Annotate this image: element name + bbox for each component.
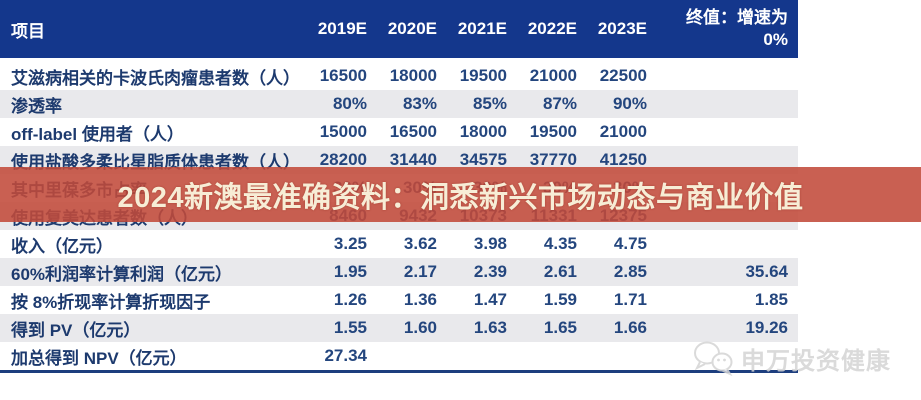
row-value: 80% bbox=[332, 94, 367, 113]
header-year-2023e: 2023E bbox=[597, 19, 647, 38]
row-value: 41250 bbox=[599, 150, 647, 169]
row-value: 2.61 bbox=[543, 262, 577, 281]
row-value: 21000 bbox=[599, 122, 647, 141]
row-value: 1.95 bbox=[333, 262, 367, 281]
row-value: 18000 bbox=[459, 122, 507, 141]
row-value: 3.98 bbox=[473, 234, 507, 253]
terminal-label-line1: 终值：增速为 bbox=[686, 8, 788, 27]
row-value: 18000 bbox=[389, 66, 437, 85]
watermark: 申万投资健康 bbox=[691, 339, 891, 377]
table-row: 艾滋病相关的卡波氏肉瘤患者数（人） 16500 18000 19500 21000 225… bbox=[0, 62, 798, 90]
row-value: 15000 bbox=[319, 122, 367, 141]
row-value: 1.71 bbox=[613, 290, 647, 309]
row-value: 16500 bbox=[319, 66, 367, 85]
overlay-ad-banner-text: 2024新澳最准确资料：洞悉新兴市场动态与商业价值 bbox=[117, 181, 804, 214]
row-label: 渗透率 bbox=[11, 96, 62, 116]
row-value: 87% bbox=[542, 94, 577, 113]
row-value: 3.25 bbox=[333, 234, 367, 253]
row-value: 28200 bbox=[319, 150, 367, 169]
row-value: 4.35 bbox=[543, 234, 577, 253]
row-value: 22500 bbox=[599, 66, 647, 85]
row-value: 1.65 bbox=[543, 318, 577, 337]
row-terminal-value: 19.26 bbox=[745, 318, 788, 337]
header-year-2022e: 2022E bbox=[527, 19, 577, 38]
row-value: 2.17 bbox=[403, 262, 437, 281]
row-value: 16500 bbox=[389, 122, 437, 141]
row-label: 60%利润率计算利润（亿元） bbox=[11, 264, 233, 284]
row-value: 1.63 bbox=[473, 318, 507, 337]
header-year-2021e: 2021E bbox=[457, 19, 507, 38]
row-value: 19500 bbox=[459, 66, 507, 85]
row-value: 31440 bbox=[389, 150, 437, 169]
row-value: 2.39 bbox=[473, 262, 507, 281]
row-value: 1.59 bbox=[543, 290, 577, 309]
table-header-row: 项目 2019E 2020E 2021E 2022E 2023E 终值：增速为 … bbox=[0, 0, 798, 58]
row-label: 艾滋病相关的卡波氏肉瘤患者数（人） bbox=[11, 68, 300, 88]
table-row: 得到 PV（亿元） 1.55 1.60 1.63 1.65 1.66 19.26 bbox=[0, 314, 798, 342]
row-value: 4.75 bbox=[613, 234, 647, 253]
overlay-ad-banner: 2024新澳最准确资料：洞悉新兴市场动态与商业价值 bbox=[0, 167, 921, 222]
row-value: 34575 bbox=[459, 150, 507, 169]
row-label: 加总得到 NPV（亿元） bbox=[11, 348, 187, 368]
header-year-2019e: 2019E bbox=[317, 19, 367, 38]
row-value: 21000 bbox=[529, 66, 577, 85]
row-value: 1.36 bbox=[403, 290, 437, 309]
table-row: 加总得到 NPV（亿元） 27.34 bbox=[0, 342, 798, 370]
row-value: 27.34 bbox=[324, 346, 367, 365]
row-value: 37770 bbox=[529, 150, 577, 169]
table-row: 60%利润率计算利润（亿元） 1.95 2.17 2.39 2.61 2.85 35.64 bbox=[0, 258, 798, 286]
row-value: 1.26 bbox=[333, 290, 367, 309]
header-year-2020e: 2020E bbox=[387, 19, 437, 38]
npv-valuation-table: 项目 2019E 2020E 2021E 2022E 2023E 终值：增速为 … bbox=[0, 0, 798, 373]
row-label: 按 8%折现率计算折现因子 bbox=[11, 292, 211, 312]
table-row: 渗透率 80% 83% 85% 87% 90% bbox=[0, 90, 798, 118]
header-project-column: 项目 bbox=[11, 21, 45, 41]
row-label: 得到 PV（亿元） bbox=[11, 320, 141, 340]
table-row: 按 8%折现率计算折现因子 1.26 1.36 1.47 1.59 1.71 1.85 bbox=[0, 286, 798, 314]
table-body: 艾滋病相关的卡波氏肉瘤患者数（人） 16500 18000 19500 21000 225… bbox=[0, 62, 798, 370]
watermark-text: 申万投资健康 bbox=[741, 347, 891, 375]
row-value: 1.66 bbox=[613, 318, 647, 337]
row-terminal-value: 35.64 bbox=[745, 262, 788, 281]
row-value: 2.85 bbox=[613, 262, 647, 281]
row-label: 收入（亿元） bbox=[11, 236, 113, 256]
row-value: 1.55 bbox=[333, 318, 367, 337]
header-terminal-value: 终值：增速为 0% bbox=[650, 0, 798, 58]
row-value: 83% bbox=[402, 94, 437, 113]
row-terminal-value: 1.85 bbox=[754, 290, 788, 309]
row-value: 3.62 bbox=[403, 234, 437, 253]
row-label: 使用盐酸多柔比星脂质体患者数（人） bbox=[11, 152, 300, 172]
row-value: 90% bbox=[612, 94, 647, 113]
row-value: 19500 bbox=[529, 122, 577, 141]
row-value: 1.60 bbox=[403, 318, 437, 337]
wechat-chat-bubbles-icon bbox=[694, 341, 733, 377]
row-value: 85% bbox=[472, 94, 507, 113]
row-label: off-label 使用者（人） bbox=[11, 124, 184, 144]
table-row: off-label 使用者（人） 15000 16500 18000 19500 2100… bbox=[0, 118, 798, 146]
terminal-label-line2: 0% bbox=[763, 30, 788, 49]
row-value: 1.47 bbox=[473, 290, 507, 309]
table-row: 收入（亿元） 3.25 3.62 3.98 4.35 4.75 bbox=[0, 230, 798, 258]
